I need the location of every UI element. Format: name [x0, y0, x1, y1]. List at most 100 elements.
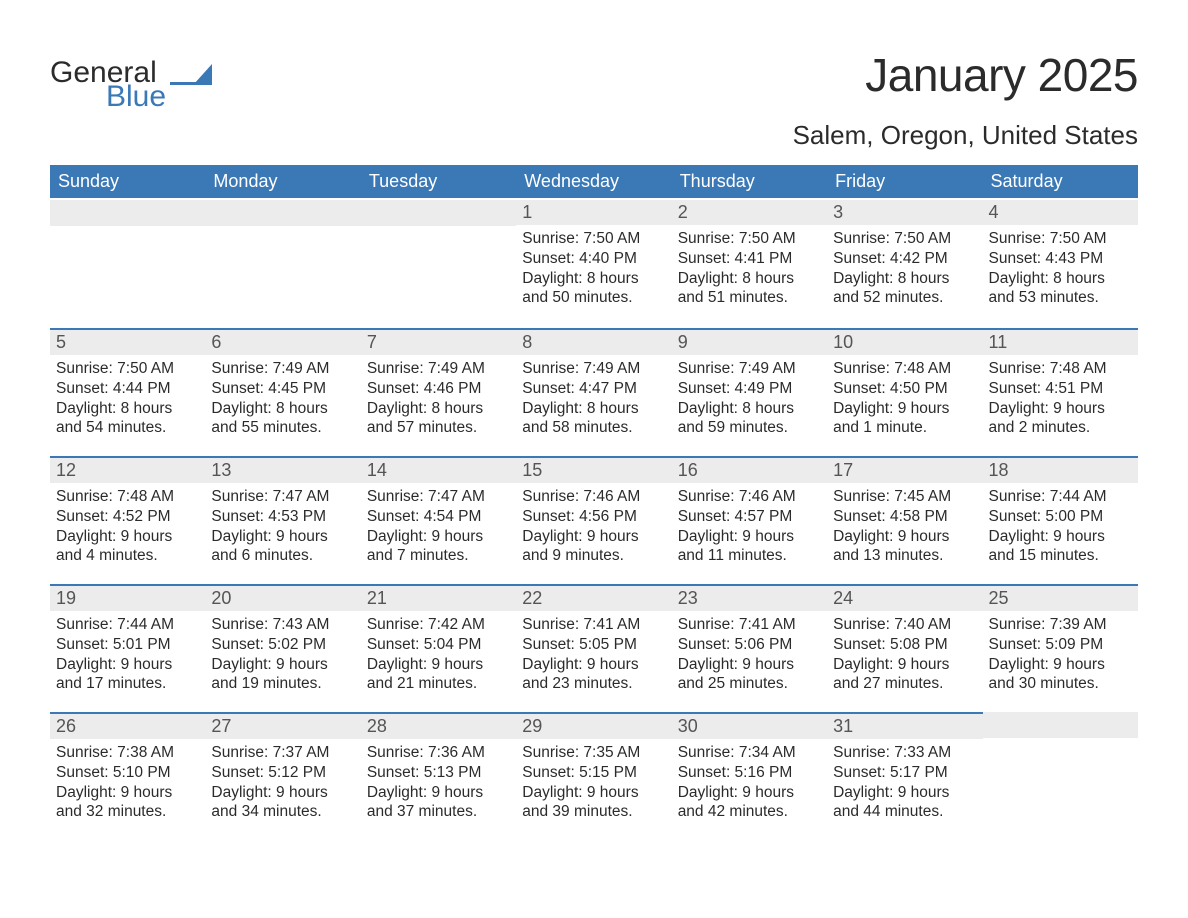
- sunset-text: Sunset: 5:17 PM: [833, 763, 976, 783]
- dow-cell: Thursday: [672, 165, 827, 198]
- daylight-text: Daylight: 9 hours and 42 minutes.: [678, 783, 821, 823]
- dow-cell: Wednesday: [516, 165, 671, 198]
- day-details: Sunrise: 7:48 AMSunset: 4:50 PMDaylight:…: [827, 355, 982, 438]
- day-number: 10: [833, 332, 853, 352]
- day-cell: 4Sunrise: 7:50 AMSunset: 4:43 PMDaylight…: [983, 200, 1138, 326]
- day-details: Sunrise: 7:41 AMSunset: 5:05 PMDaylight:…: [516, 611, 671, 694]
- day-number: 19: [56, 588, 76, 608]
- day-cell: 25 Sunrise: 7:39 AMSunset: 5:09 PMDayligh…: [983, 584, 1138, 710]
- daylight-text: Daylight: 9 hours and 11 minutes.: [678, 527, 821, 567]
- dow-cell: Tuesday: [361, 165, 516, 198]
- day-details: Sunrise: 7:49 AMSunset: 4:49 PMDaylight:…: [672, 355, 827, 438]
- brand-logo-text: General Blue: [50, 58, 166, 112]
- day-cell: 2Sunrise: 7:50 AMSunset: 4:41 PMDaylight…: [672, 200, 827, 326]
- day-details: Sunrise: 7:47 AMSunset: 4:53 PMDaylight:…: [205, 483, 360, 566]
- day-details: Sunrise: 7:34 AMSunset: 5:16 PMDaylight:…: [672, 739, 827, 822]
- day-number: 3: [833, 202, 843, 222]
- sunset-text: Sunset: 5:00 PM: [989, 507, 1132, 527]
- brand-word-2: Blue: [106, 82, 166, 112]
- brand-logo: General Blue: [50, 58, 212, 112]
- sunset-text: Sunset: 4:58 PM: [833, 507, 976, 527]
- day-details: Sunrise: 7:49 AMSunset: 4:45 PMDaylight:…: [205, 355, 360, 438]
- day-details: Sunrise: 7:46 AMSunset: 4:56 PMDaylight:…: [516, 483, 671, 566]
- daylight-text: Daylight: 8 hours and 53 minutes.: [989, 269, 1132, 309]
- sunset-text: Sunset: 4:45 PM: [211, 379, 354, 399]
- sunset-text: Sunset: 5:10 PM: [56, 763, 199, 783]
- day-number: 6: [211, 332, 221, 352]
- day-cell: 19Sunrise: 7:44 AMSunset: 5:01 PMDayligh…: [50, 584, 205, 710]
- daylight-text: Daylight: 9 hours and 32 minutes.: [56, 783, 199, 823]
- day-details: Sunrise: 7:45 AMSunset: 4:58 PMDaylight:…: [827, 483, 982, 566]
- week-row: 5Sunrise: 7:50 AMSunset: 4:44 PMDaylight…: [50, 328, 1138, 454]
- daylight-text: Daylight: 8 hours and 51 minutes.: [678, 269, 821, 309]
- sunset-text: Sunset: 4:54 PM: [367, 507, 510, 527]
- day-number: 25: [989, 588, 1009, 608]
- sunset-text: Sunset: 4:47 PM: [522, 379, 665, 399]
- day-details: Sunrise: 7:40 AMSunset: 5:08 PMDaylight:…: [827, 611, 982, 694]
- day-cell: 1Sunrise: 7:50 AMSunset: 4:40 PMDaylight…: [516, 200, 671, 326]
- sunrise-text: Sunrise: 7:48 AM: [833, 359, 976, 379]
- day-details: Sunrise: 7:39 AMSunset: 5:09 PMDaylight:…: [983, 611, 1138, 694]
- sunrise-text: Sunrise: 7:41 AM: [522, 615, 665, 635]
- sunrise-text: Sunrise: 7:46 AM: [522, 487, 665, 507]
- daylight-text: Daylight: 9 hours and 13 minutes.: [833, 527, 976, 567]
- sunrise-text: Sunrise: 7:40 AM: [833, 615, 976, 635]
- day-number: 1: [522, 202, 532, 222]
- sunrise-text: Sunrise: 7:49 AM: [522, 359, 665, 379]
- sunrise-text: Sunrise: 7:47 AM: [211, 487, 354, 507]
- sunset-text: Sunset: 5:13 PM: [367, 763, 510, 783]
- sunrise-text: Sunrise: 7:44 AM: [989, 487, 1132, 507]
- sunset-text: Sunset: 4:51 PM: [989, 379, 1132, 399]
- day-number: 22: [522, 588, 542, 608]
- day-number: 28: [367, 716, 387, 736]
- day-cell: 21Sunrise: 7:42 AMSunset: 5:04 PMDayligh…: [361, 584, 516, 710]
- sunset-text: Sunset: 4:43 PM: [989, 249, 1132, 269]
- flag-icon: [170, 64, 212, 92]
- day-details: Sunrise: 7:33 AMSunset: 5:17 PMDaylight:…: [827, 739, 982, 822]
- daylight-text: Daylight: 9 hours and 15 minutes.: [989, 527, 1132, 567]
- daylight-text: Daylight: 9 hours and 21 minutes.: [367, 655, 510, 695]
- day-details: Sunrise: 7:49 AMSunset: 4:47 PMDaylight:…: [516, 355, 671, 438]
- daylight-text: Daylight: 8 hours and 57 minutes.: [367, 399, 510, 439]
- day-cell: 30 Sunrise: 7:34 AMSunset: 5:16 PMDayligh…: [672, 712, 827, 838]
- sunrise-text: Sunrise: 7:39 AM: [989, 615, 1132, 635]
- daylight-text: Daylight: 9 hours and 9 minutes.: [522, 527, 665, 567]
- daylight-text: Daylight: 9 hours and 44 minutes.: [833, 783, 976, 823]
- week-row: 26Sunrise: 7:38 AMSunset: 5:10 PMDayligh…: [50, 712, 1138, 838]
- daylight-text: Daylight: 8 hours and 54 minutes.: [56, 399, 199, 439]
- day-cell: 6 Sunrise: 7:49 AMSunset: 4:45 PMDaylight…: [205, 328, 360, 454]
- sunrise-text: Sunrise: 7:45 AM: [833, 487, 976, 507]
- day-of-week-header: SundayMondayTuesdayWednesdayThursdayFrid…: [50, 165, 1138, 198]
- sunrise-text: Sunrise: 7:38 AM: [56, 743, 199, 763]
- week-row: 12Sunrise: 7:48 AMSunset: 4:52 PMDayligh…: [50, 456, 1138, 582]
- day-number: 30: [678, 716, 698, 736]
- day-number: 18: [989, 460, 1009, 480]
- daylight-text: Daylight: 9 hours and 6 minutes.: [211, 527, 354, 567]
- day-cell: 14Sunrise: 7:47 AMSunset: 4:54 PMDayligh…: [361, 456, 516, 582]
- sunrise-text: Sunrise: 7:34 AM: [678, 743, 821, 763]
- day-details: Sunrise: 7:50 AMSunset: 4:41 PMDaylight:…: [672, 225, 827, 308]
- sunset-text: Sunset: 5:02 PM: [211, 635, 354, 655]
- weeks-container: 1Sunrise: 7:50 AMSunset: 4:40 PMDaylight…: [50, 200, 1138, 838]
- day-number: 31: [833, 716, 853, 736]
- day-number: 21: [367, 588, 387, 608]
- sunset-text: Sunset: 5:06 PM: [678, 635, 821, 655]
- daylight-text: Daylight: 8 hours and 55 minutes.: [211, 399, 354, 439]
- sunset-text: Sunset: 4:50 PM: [833, 379, 976, 399]
- sunset-text: Sunset: 5:01 PM: [56, 635, 199, 655]
- day-cell: 17Sunrise: 7:45 AMSunset: 4:58 PMDayligh…: [827, 456, 982, 582]
- sunset-text: Sunset: 5:15 PM: [522, 763, 665, 783]
- sunrise-text: Sunrise: 7:49 AM: [211, 359, 354, 379]
- sunset-text: Sunset: 5:04 PM: [367, 635, 510, 655]
- sunrise-text: Sunrise: 7:47 AM: [367, 487, 510, 507]
- week-row: 19Sunrise: 7:44 AMSunset: 5:01 PMDayligh…: [50, 584, 1138, 710]
- day-details: Sunrise: 7:48 AMSunset: 4:51 PMDaylight:…: [983, 355, 1138, 438]
- daylight-text: Daylight: 8 hours and 58 minutes.: [522, 399, 665, 439]
- day-number: 12: [56, 460, 76, 480]
- month-title: January 2025: [793, 48, 1138, 102]
- day-cell: [983, 712, 1138, 838]
- day-cell: 12Sunrise: 7:48 AMSunset: 4:52 PMDayligh…: [50, 456, 205, 582]
- sunrise-text: Sunrise: 7:41 AM: [678, 615, 821, 635]
- sunset-text: Sunset: 4:44 PM: [56, 379, 199, 399]
- sunset-text: Sunset: 5:12 PM: [211, 763, 354, 783]
